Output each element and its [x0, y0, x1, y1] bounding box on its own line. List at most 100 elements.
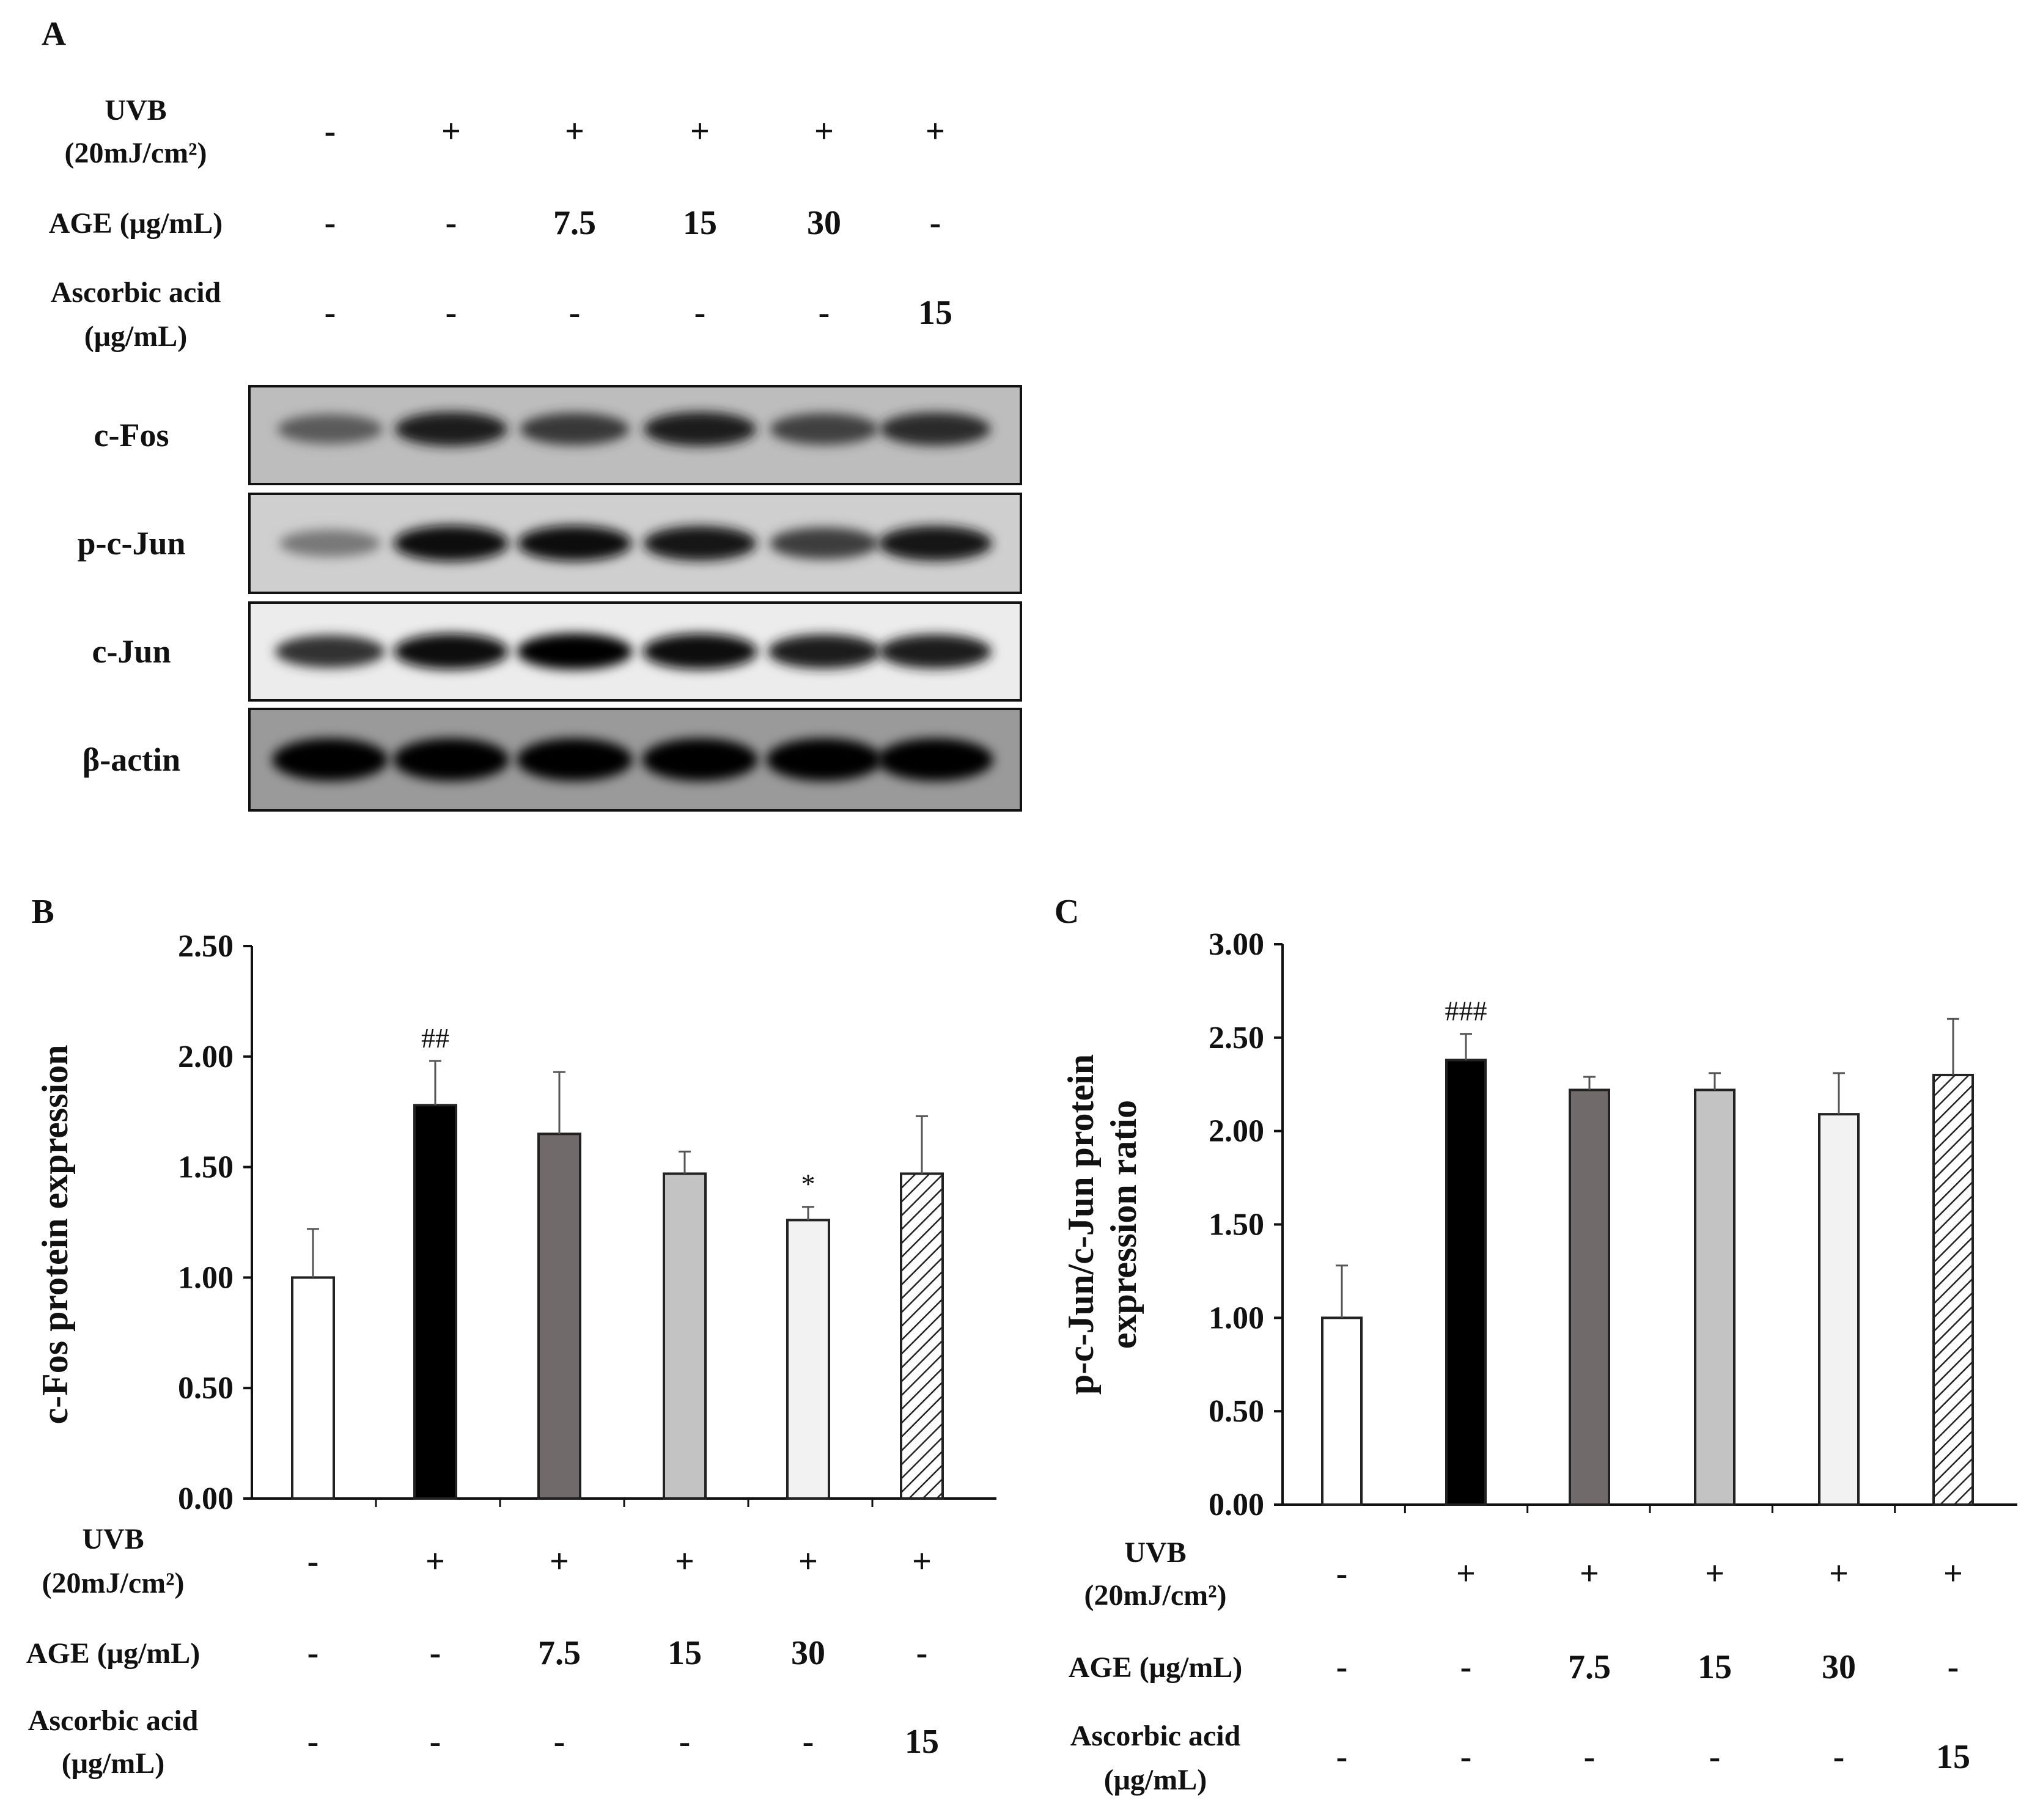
blot-band [642, 738, 758, 781]
blot-band [279, 529, 381, 557]
blot-label: p-c-Jun [77, 525, 185, 562]
blot-band [644, 411, 756, 447]
condition-value: - [430, 1634, 441, 1672]
blot-band [517, 633, 633, 670]
condition-value: 7.5 [1568, 1648, 1611, 1686]
blot-band [394, 525, 509, 562]
bar [1569, 1088, 1610, 1506]
condition-value: - [307, 1634, 319, 1672]
blot-band [272, 738, 388, 781]
y-axis-title-line: p-c-Jun/c-Jun protein [1061, 1054, 1101, 1395]
condition-value: + [1943, 1555, 1963, 1593]
blot-band [395, 411, 507, 447]
condition-value: + [1705, 1555, 1725, 1593]
condition-value: - [1336, 1738, 1348, 1776]
blot-label: c-Jun [92, 633, 171, 670]
bar [413, 1104, 457, 1500]
bar [786, 1219, 830, 1500]
condition-label: (μg/mL) [1104, 1764, 1207, 1796]
panel-a-condition-value: - [325, 204, 336, 242]
condition-value: + [425, 1543, 445, 1580]
panel-a-condition-value: - [930, 204, 941, 242]
blot-band [770, 413, 878, 445]
condition-value: - [1460, 1648, 1472, 1686]
condition-label: AGE (μg/mL) [1069, 1651, 1243, 1684]
condition-value: + [1580, 1555, 1599, 1593]
blot-band [278, 414, 383, 444]
condition-value: - [1709, 1738, 1721, 1776]
blot-band [880, 412, 991, 446]
condition-value: - [1336, 1648, 1348, 1686]
y-tick-label: 2.50 [1209, 1021, 1264, 1055]
bar [1321, 1316, 1363, 1506]
y-tick-label: 3.00 [1209, 927, 1264, 962]
blot-band [394, 633, 509, 670]
bar [291, 1276, 335, 1500]
blot-band [393, 738, 509, 781]
bar [900, 1172, 944, 1500]
panel-a-condition-label: Ascorbic acid [51, 276, 221, 309]
significance-marker: ### [1445, 996, 1487, 1027]
condition-value: - [307, 1723, 319, 1761]
y-tick-label: 1.50 [1209, 1208, 1264, 1242]
blot-band [878, 526, 992, 561]
chart-panel-b: B 0.00 0.50 1.00 1.50 2.00 2.50 c-Fos protein e… [26, 893, 996, 1780]
panel-a-condition-value: - [325, 294, 336, 332]
condition-value: 15 [905, 1723, 939, 1761]
blot-band [517, 738, 633, 781]
y-tick-label: 2.50 [178, 929, 234, 964]
blot-band [768, 634, 880, 669]
y-tick-label: 1.00 [1209, 1301, 1264, 1335]
condition-value: - [1336, 1555, 1348, 1593]
condition-value: - [1833, 1738, 1845, 1776]
condition-value: - [916, 1634, 928, 1672]
bar [1445, 1059, 1487, 1506]
blot-band [642, 633, 757, 670]
blot-band [643, 526, 757, 561]
condition-label: Ascorbic acid [28, 1704, 199, 1737]
condition-label: UVB [1124, 1536, 1186, 1569]
chart-panel-letter: C [1055, 893, 1079, 931]
blot-band [770, 527, 878, 560]
condition-value: 30 [791, 1634, 825, 1672]
condition-value: + [1829, 1555, 1849, 1593]
significance-marker: * [801, 1169, 815, 1200]
condition-value: - [1948, 1648, 1959, 1686]
bar [663, 1172, 707, 1500]
condition-value: - [803, 1723, 814, 1761]
blot-band [520, 413, 630, 446]
condition-value: 15 [668, 1634, 702, 1672]
panel-a-condition-value: - [325, 112, 336, 150]
y-tick-label: 0.00 [178, 1481, 234, 1516]
blot-band [879, 634, 992, 669]
y-tick-label: 0.00 [1209, 1488, 1264, 1522]
blot-band [517, 526, 632, 561]
condition-label: AGE (μg/mL) [26, 1637, 201, 1670]
condition-label: (20mJ/cm²) [1084, 1579, 1227, 1612]
y-tick-label: 2.00 [178, 1040, 234, 1074]
condition-value: 15 [1698, 1648, 1732, 1686]
condition-value: - [430, 1723, 441, 1761]
blot-band [766, 738, 882, 781]
condition-value: - [307, 1543, 319, 1580]
panel-a-condition-value: 15 [918, 294, 952, 332]
condition-value: - [1584, 1738, 1596, 1776]
condition-value: + [912, 1543, 932, 1580]
blot-band [877, 738, 993, 781]
panel-a-condition-label: (20mJ/cm²) [65, 137, 207, 169]
condition-label: (20mJ/cm²) [42, 1567, 185, 1599]
condition-value: 30 [1822, 1648, 1856, 1686]
chart-panel-c: C 0.00 0.50 1.00 1.50 2.00 2.50 3.00 p-c-Jun/c-J… [1055, 893, 2017, 1796]
bar [1818, 1113, 1860, 1506]
bar [1694, 1088, 1736, 1506]
figure-layer: A UVB (20mJ/cm²) - + + + + + AGE (μg/mL) - - 7.5 15 30… [26, 15, 2017, 1796]
panel-a-condition-value: 15 [683, 204, 717, 242]
y-tick-label: 2.00 [1209, 1114, 1264, 1149]
condition-label: UVB [82, 1523, 144, 1555]
panel-a-condition-value: 7.5 [553, 204, 596, 242]
condition-value: - [679, 1723, 691, 1761]
bar [537, 1132, 581, 1500]
panel-a-condition-value: - [694, 294, 706, 332]
y-axis-title: c-Fos protein expression [35, 1044, 75, 1424]
